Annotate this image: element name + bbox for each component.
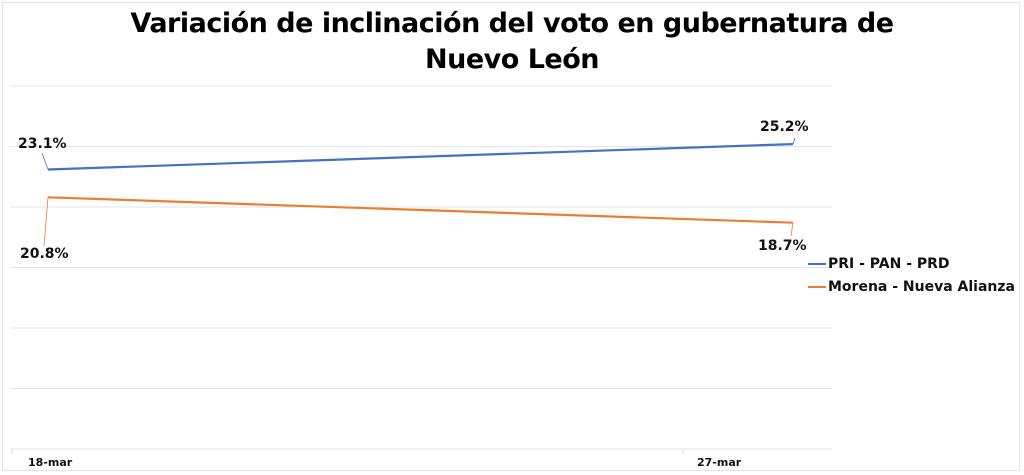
leader-line [41,152,49,170]
leader-line [792,137,796,145]
data-label-morena-27mar: 18.7% [758,238,807,254]
data-label-pri-18mar: 23.1% [18,136,67,152]
data-label-morena-18mar: 20.8% [20,246,69,262]
x-tick-label-18mar: 18-mar [28,456,73,469]
chart-title: Variación de inclinación del voto en gub… [0,6,1024,78]
legend-swatch-blue-icon [808,262,826,265]
x-axis [11,449,684,454]
chart-title-line-1: Variación de inclinación del voto en gub… [130,8,894,39]
data-label-pri-27mar: 25.2% [760,119,809,135]
leader-line [790,222,794,237]
legend-label: Morena - Nueva Alianza [828,278,1015,295]
gridlines [10,85,832,450]
legend-label: PRI - PAN - PRD [828,255,950,272]
legend-item-morena-nueva-alianza: Morena - Nueva Alianza [808,275,1015,298]
chart-legend: PRI - PAN - PRD Morena - Nueva Alianza [808,252,1015,298]
leader-line [43,197,49,247]
x-tick-label-27mar: 27-mar [697,456,742,469]
legend-item-pri-pan-prd: PRI - PAN - PRD [808,252,1015,275]
label-leader-lines [41,137,796,247]
series-line-0 [47,143,794,171]
chart-title-line-2: Nuevo León [425,44,599,75]
series-line-1 [47,196,794,224]
series-lines [47,143,794,224]
legend-swatch-orange-icon [808,285,826,288]
